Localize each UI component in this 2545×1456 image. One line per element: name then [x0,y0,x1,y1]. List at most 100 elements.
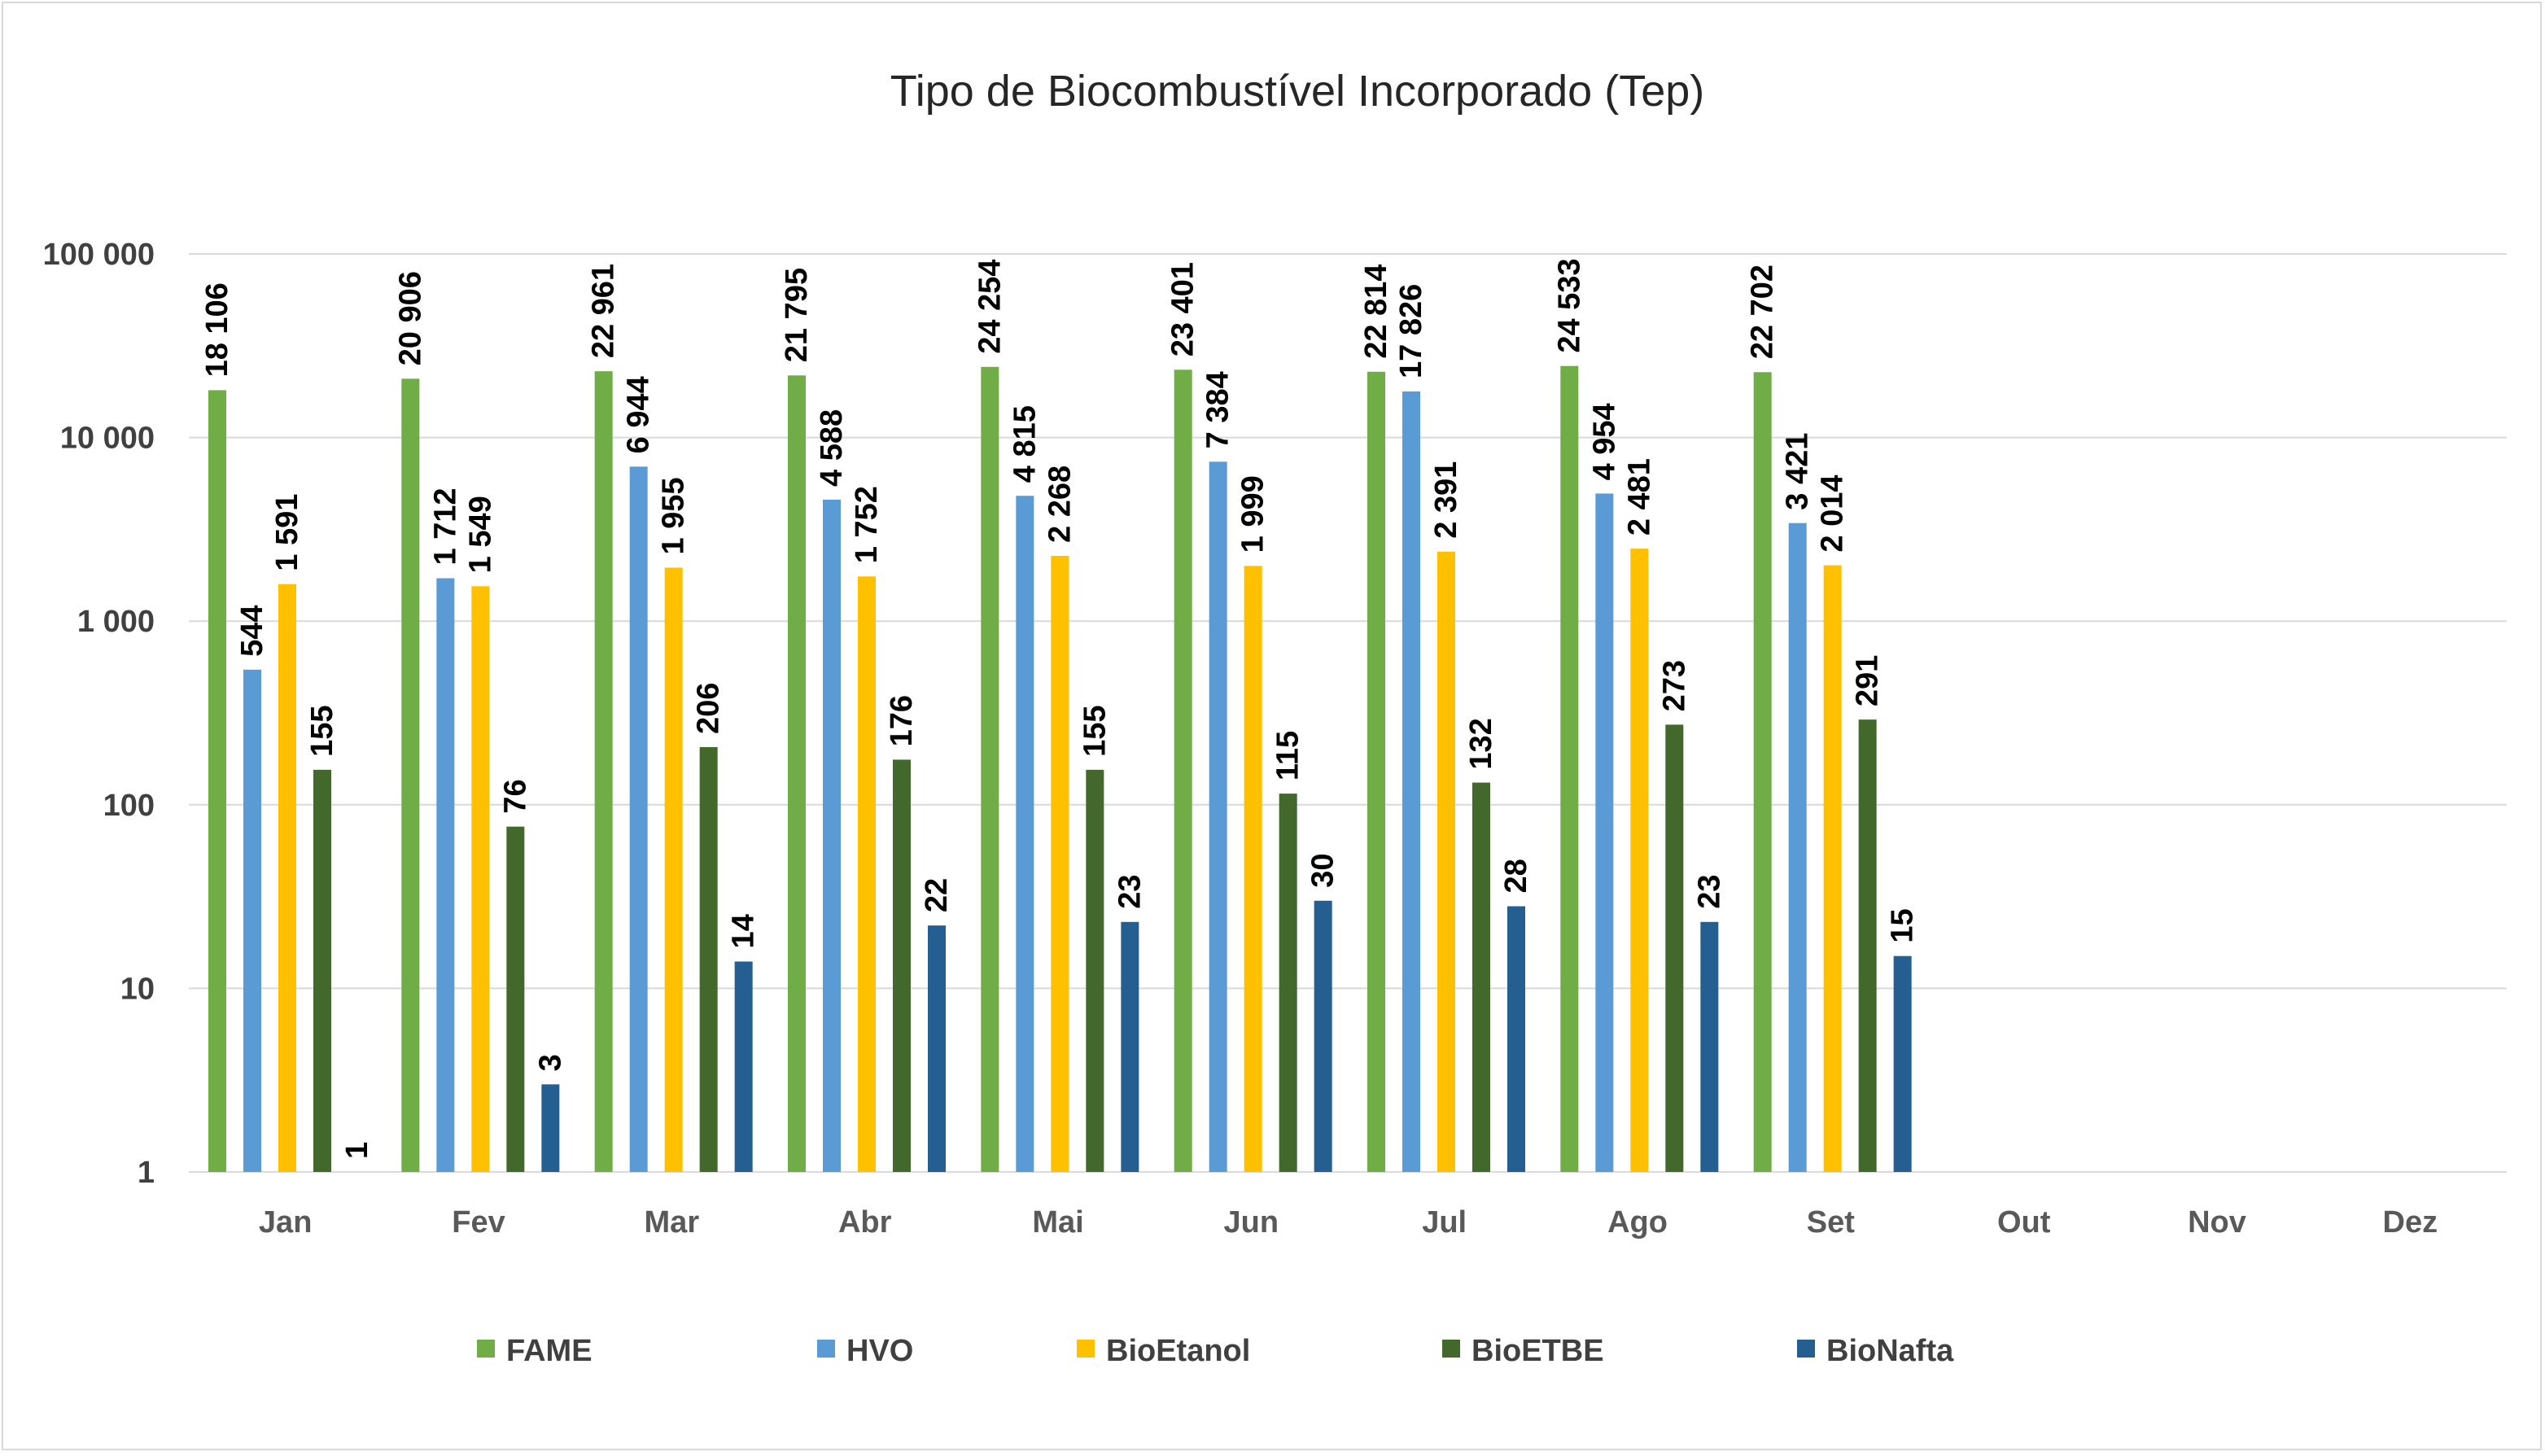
data-label: 1 955 [657,477,691,554]
chart-title: Tipo de Biocombustível Incorporado (Tep) [890,67,1705,116]
data-label: 273 [1657,660,1691,711]
data-label: 206 [692,683,726,734]
data-label: 3 [533,1054,567,1071]
y-tick-label: 10 000 [60,422,155,456]
bar-bioetanol [858,576,876,1172]
legend-label: HVO [846,1334,913,1368]
legend-label: BioEtanol [1106,1334,1250,1368]
data-label: 1 591 [270,494,304,571]
bar-bionafta [928,925,946,1172]
data-label: 24 533 [1552,258,1586,352]
bar-bionafta [1314,900,1332,1172]
bar-fame [981,366,999,1173]
bar-bioetanol [471,586,490,1172]
legend-label: FAME [506,1334,593,1368]
data-label: 18 106 [200,282,234,377]
data-label: 28 [1499,859,1533,893]
data-label: 21 795 [780,268,814,362]
bar-bionafta [541,1084,560,1172]
bar-bioetbe [1665,724,1684,1172]
legend-label: BioNafta [1826,1334,1954,1368]
bar-hvo [1016,496,1034,1172]
bar-hvo [1209,461,1227,1172]
bar-bioetbe [699,746,718,1172]
data-label: 4 815 [1008,405,1042,483]
x-tick-label: Set [1807,1205,1855,1240]
data-label: 544 [235,605,269,656]
bar-bionafta [734,961,753,1172]
x-tick-label: Abr [838,1205,892,1240]
data-label: 2 268 [1043,466,1077,543]
legend-swatch [817,1340,835,1358]
bar-fame [1753,372,1772,1172]
bar-hvo [823,499,841,1172]
y-tick-label: 1 000 [77,605,155,639]
data-label: 1 752 [850,486,884,563]
bar-bioetanol [1244,566,1262,1172]
data-label: 17 826 [1394,284,1428,378]
bar-bioetbe [1858,719,1877,1172]
legend-item-bioetanol: BioEtanol [1077,1334,1250,1368]
data-label: 2 481 [1622,458,1656,536]
bar-bionafta [1121,921,1139,1172]
data-label: 4 954 [1587,403,1621,480]
x-tick-label: Out [1997,1205,2051,1240]
data-label: 1 [340,1142,374,1159]
data-label: 6 944 [622,376,656,453]
bar-bioetbe [1279,794,1297,1172]
legend-swatch [477,1340,495,1358]
bar-bioetanol [278,584,296,1172]
x-tick-label: Jul [1422,1205,1467,1240]
legend-item-hvo: HVO [817,1334,913,1368]
data-label: 20 906 [393,271,427,365]
y-tick-label: 1 [138,1156,155,1190]
data-label: 291 [1851,655,1885,706]
data-label: 22 814 [1359,265,1393,359]
data-label: 2 391 [1429,461,1463,539]
bar-bioetbe [1086,769,1104,1172]
x-tick-label: Mar [645,1205,700,1240]
bar-bioetbe [506,826,525,1172]
bar-bioetanol [1051,555,1069,1172]
data-label: 22 702 [1746,265,1780,359]
x-tick-label: Nov [2188,1205,2246,1240]
legend-item-bioetbe: BioETBE [1442,1334,1604,1368]
data-label: 30 [1306,853,1340,887]
y-tick-label: 100 000 [43,238,155,272]
data-label: 132 [1464,718,1498,769]
data-label: 23 [1692,875,1726,909]
legend-label: BioETBE [1471,1334,1604,1368]
bar-hvo [1402,391,1420,1172]
data-label: 22 961 [587,264,621,358]
x-tick-label: Dez [2383,1205,2438,1240]
bar-bioetanol [1437,551,1455,1172]
data-label: 4 588 [815,409,849,487]
legend-swatch [1797,1340,1815,1358]
bar-bionafta [1893,955,1912,1172]
bar-hvo [1788,522,1807,1172]
bar-fame [594,371,613,1172]
y-axis-ticks: 1 10 100 1 000 10 000 100 000 [43,238,155,1190]
x-tick-label: Jan [259,1205,312,1240]
legend-swatch [1442,1340,1460,1358]
gridlines [189,253,2507,1173]
bar-bioetanol [664,567,683,1172]
bar-fame [1174,369,1192,1172]
legend: FAME HVO BioEtanol BioETBE BioNafta [477,1334,1954,1368]
data-label: 155 [305,705,339,756]
data-label: 1 999 [1236,475,1270,553]
data-label: 155 [1078,705,1112,756]
x-tick-label: Fev [452,1205,505,1240]
x-tick-label: Ago [1607,1205,1668,1240]
data-label: 1 549 [463,496,497,573]
x-axis-ticks: Jan Fev Mar Abr Mai Jun Jul Ago Set Out Nov Dez [259,1205,2438,1240]
bar-fame [401,378,420,1172]
bar-fame [208,390,226,1172]
data-label: 176 [885,695,919,746]
data-label: 14 [727,914,761,948]
data-label: 22 [920,878,954,912]
chart: Tipo de Biocombustível Incorporado (Tep)… [43,67,2507,1368]
data-label: 115 [1271,731,1305,780]
